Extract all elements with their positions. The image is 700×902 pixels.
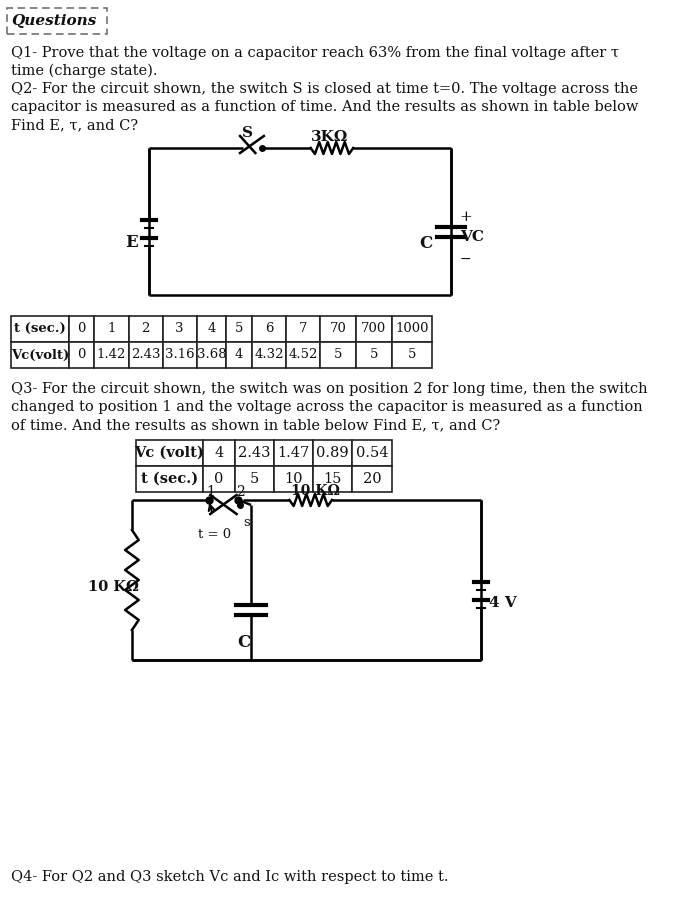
- Text: 1.42: 1.42: [97, 348, 126, 362]
- Text: C: C: [419, 235, 432, 252]
- Text: Q3- For the circuit shown, the switch was on position 2 for long time, then the : Q3- For the circuit shown, the switch wa…: [11, 382, 648, 396]
- Bar: [320, 342, 356, 368]
- Text: 20: 20: [363, 472, 382, 486]
- Text: 4: 4: [207, 323, 216, 336]
- Bar: [274, 440, 313, 466]
- Text: 1.47: 1.47: [277, 446, 310, 460]
- Text: 1000: 1000: [395, 323, 428, 336]
- Text: t = 0: t = 0: [198, 528, 232, 541]
- Bar: [136, 466, 202, 492]
- Text: Questions: Questions: [11, 14, 97, 28]
- Bar: [352, 466, 391, 492]
- Bar: [197, 342, 226, 368]
- Text: 4: 4: [235, 348, 244, 362]
- Text: 2: 2: [236, 485, 244, 499]
- Bar: [313, 440, 352, 466]
- Text: 10 KΩ: 10 KΩ: [291, 484, 340, 498]
- Text: 5: 5: [408, 348, 416, 362]
- Text: 1: 1: [107, 323, 116, 336]
- Text: Vc (volt): Vc (volt): [134, 446, 204, 460]
- Text: 5: 5: [370, 348, 378, 362]
- Text: 3.68: 3.68: [197, 348, 226, 362]
- Bar: [356, 342, 391, 368]
- Bar: [11, 342, 69, 368]
- Bar: [226, 342, 252, 368]
- Bar: [286, 342, 320, 368]
- Text: 3.16: 3.16: [164, 348, 195, 362]
- Text: 10: 10: [284, 472, 303, 486]
- Text: 4.32: 4.32: [254, 348, 284, 362]
- Text: 4.52: 4.52: [288, 348, 318, 362]
- Text: 4 V: 4 V: [489, 596, 517, 610]
- Text: 70: 70: [330, 323, 346, 336]
- Text: t (sec.): t (sec.): [141, 472, 198, 486]
- Bar: [11, 316, 69, 342]
- Text: 3KΩ: 3KΩ: [311, 130, 348, 144]
- Text: 0: 0: [78, 323, 86, 336]
- Bar: [69, 342, 95, 368]
- Bar: [252, 316, 286, 342]
- Text: 4: 4: [214, 446, 223, 460]
- Text: 0.54: 0.54: [356, 446, 389, 460]
- Text: 2: 2: [141, 323, 150, 336]
- Text: 7: 7: [299, 323, 307, 336]
- Bar: [391, 316, 433, 342]
- Bar: [162, 342, 197, 368]
- Bar: [226, 316, 252, 342]
- Text: 5: 5: [235, 323, 244, 336]
- Text: t (sec.): t (sec.): [14, 323, 66, 336]
- Bar: [94, 342, 129, 368]
- Bar: [202, 440, 235, 466]
- Bar: [129, 342, 162, 368]
- Text: Vc(volt): Vc(volt): [11, 348, 69, 362]
- FancyBboxPatch shape: [7, 8, 107, 34]
- Text: time (charge state).: time (charge state).: [11, 64, 158, 78]
- Text: 2.43: 2.43: [238, 446, 271, 460]
- Bar: [252, 342, 286, 368]
- Bar: [235, 466, 274, 492]
- Text: changed to position 1 and the voltage across the capacitor is measured as a func: changed to position 1 and the voltage ac…: [11, 400, 643, 414]
- Bar: [162, 316, 197, 342]
- Text: 3: 3: [175, 323, 184, 336]
- Bar: [197, 316, 226, 342]
- Bar: [274, 466, 313, 492]
- Text: 700: 700: [361, 323, 386, 336]
- Text: of time. And the results as shown in table below Find E, τ, and C?: of time. And the results as shown in tab…: [11, 418, 500, 432]
- Bar: [313, 466, 352, 492]
- Bar: [129, 316, 162, 342]
- Bar: [320, 316, 356, 342]
- Text: 5: 5: [334, 348, 342, 362]
- Text: Q4- For Q2 and Q3 sketch Vc and Ic with respect to time t.: Q4- For Q2 and Q3 sketch Vc and Ic with …: [11, 870, 449, 884]
- Bar: [136, 440, 202, 466]
- Text: 6: 6: [265, 323, 273, 336]
- Text: VC: VC: [460, 230, 484, 244]
- Bar: [69, 316, 95, 342]
- Text: 2.43: 2.43: [131, 348, 160, 362]
- Bar: [391, 342, 433, 368]
- Bar: [352, 440, 391, 466]
- Bar: [235, 440, 274, 466]
- Text: 0: 0: [78, 348, 86, 362]
- Text: 15: 15: [323, 472, 342, 486]
- Text: −: −: [460, 252, 471, 266]
- Bar: [356, 316, 391, 342]
- Text: Q1- Prove that the voltage on a capacitor reach 63% from the final voltage after: Q1- Prove that the voltage on a capacito…: [11, 46, 619, 60]
- Text: C: C: [237, 634, 251, 651]
- Text: Find E, τ, and C?: Find E, τ, and C?: [11, 118, 138, 132]
- Text: 1: 1: [206, 485, 215, 499]
- Text: capacitor is measured as a function of time. And the results as shown in table b: capacitor is measured as a function of t…: [11, 100, 638, 114]
- Text: s: s: [244, 516, 250, 529]
- Bar: [286, 316, 320, 342]
- Text: E: E: [125, 234, 138, 251]
- Text: 0: 0: [214, 472, 223, 486]
- Bar: [202, 466, 235, 492]
- Text: Q2- For the circuit shown, the switch S is closed at time t=0. The voltage acros: Q2- For the circuit shown, the switch S …: [11, 82, 638, 96]
- Text: S: S: [241, 126, 253, 140]
- Text: +: +: [460, 210, 473, 224]
- Text: 0.89: 0.89: [316, 446, 349, 460]
- Bar: [94, 316, 129, 342]
- Text: 10 KΩ: 10 KΩ: [88, 580, 139, 594]
- Text: 5: 5: [250, 472, 259, 486]
